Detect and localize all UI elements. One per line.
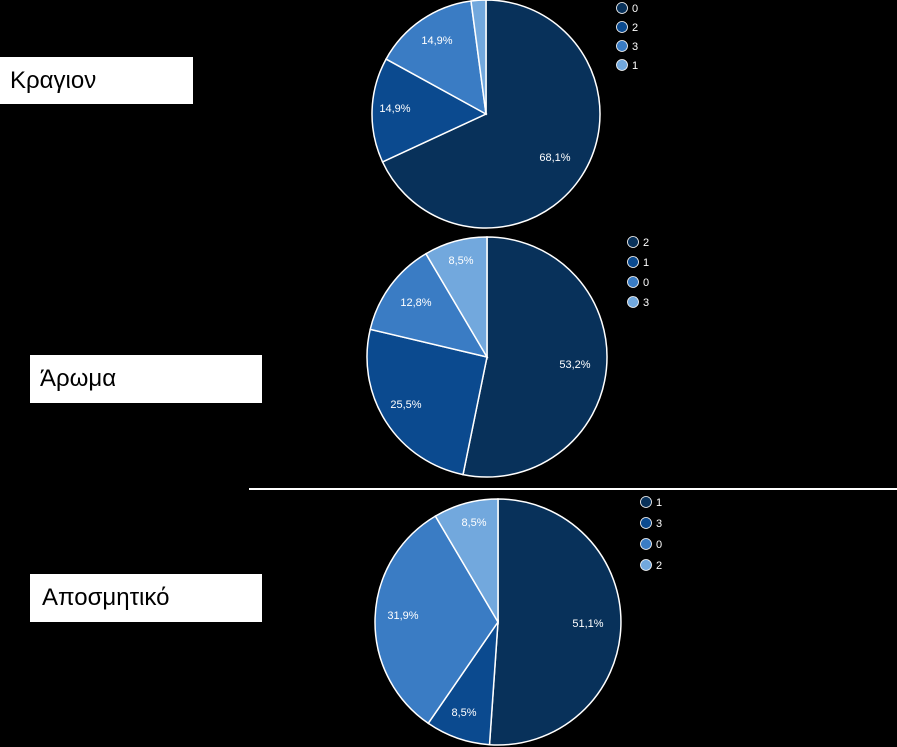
- pie-slice-1: [488, 498, 622, 746]
- legend-label: 2: [643, 237, 649, 249]
- legend-marker: [616, 21, 628, 33]
- legend-label: 0: [643, 277, 649, 289]
- slice-label: 25,5%: [390, 399, 421, 411]
- chart-title-aposmitiko: Αποσμητικό: [30, 574, 262, 622]
- pie-slice-0: [369, 252, 489, 359]
- pie-slice-2: [462, 236, 608, 478]
- pie-slice-2: [371, 58, 488, 163]
- legend-label: 1: [632, 60, 638, 72]
- legend-marker: [640, 517, 652, 529]
- slice-label: 8,5%: [448, 255, 473, 267]
- legend-marker: [627, 236, 639, 248]
- slice-label: 31,9%: [387, 610, 418, 622]
- legend-marker: [640, 559, 652, 571]
- legend-marker: [627, 276, 639, 288]
- slice-label: 68,1%: [539, 152, 570, 164]
- section-divider: [249, 488, 897, 490]
- slice-label: 8,5%: [451, 707, 476, 719]
- slice-label: 53,2%: [559, 359, 590, 371]
- pie-slice-3: [424, 236, 488, 360]
- legend-marker: [616, 40, 628, 52]
- legend-marker: [627, 296, 639, 308]
- chart-title-kragion: Κραγιον: [0, 57, 193, 104]
- chart-title-text: Άρωμα: [40, 365, 117, 392]
- chart-title-text: Αποσμητικό: [42, 584, 170, 611]
- legend-label: 2: [632, 22, 638, 34]
- legend-marker: [616, 2, 628, 14]
- pie-slice-3: [385, 0, 487, 116]
- chart-title-text: Κραγιον: [10, 66, 97, 94]
- legend-label: 3: [656, 518, 662, 530]
- legend-label: 3: [632, 41, 638, 53]
- pie-slice-1: [366, 328, 488, 476]
- chart-title-aroma: Άρωμα: [30, 355, 262, 403]
- slice-label: 14,9%: [421, 35, 452, 47]
- pie-slice-0: [374, 515, 499, 725]
- slice-label: 8,5%: [461, 517, 486, 529]
- slice-label: 14,9%: [379, 103, 410, 115]
- slice-label: 51,1%: [572, 618, 603, 630]
- slice-label: 12,8%: [400, 297, 431, 309]
- legend-label: 0: [656, 539, 662, 551]
- legend-label: 2: [656, 560, 662, 572]
- legend-marker: [616, 59, 628, 71]
- legend-marker: [640, 496, 652, 508]
- pie-chart-0: 68,1% 14,9% 14,9% 0 2 3 1: [371, 0, 638, 229]
- legend-label: 0: [632, 3, 638, 15]
- legend-label: 1: [656, 497, 662, 509]
- legend-label: 3: [643, 297, 649, 309]
- legend-label: 1: [643, 257, 649, 269]
- pie-slice-2: [434, 498, 499, 625]
- pie-chart-2: 51,1% 8,5% 31,9% 8,5% 1 3 0 2: [374, 496, 662, 746]
- pie-slice-1: [470, 0, 487, 115]
- legend-marker: [627, 256, 639, 268]
- legend-marker: [640, 538, 652, 550]
- pie-chart-1: 53,2% 25,5% 12,8% 8,5% 2 1 0 3: [366, 236, 649, 478]
- pie-slice-0: [381, 0, 601, 229]
